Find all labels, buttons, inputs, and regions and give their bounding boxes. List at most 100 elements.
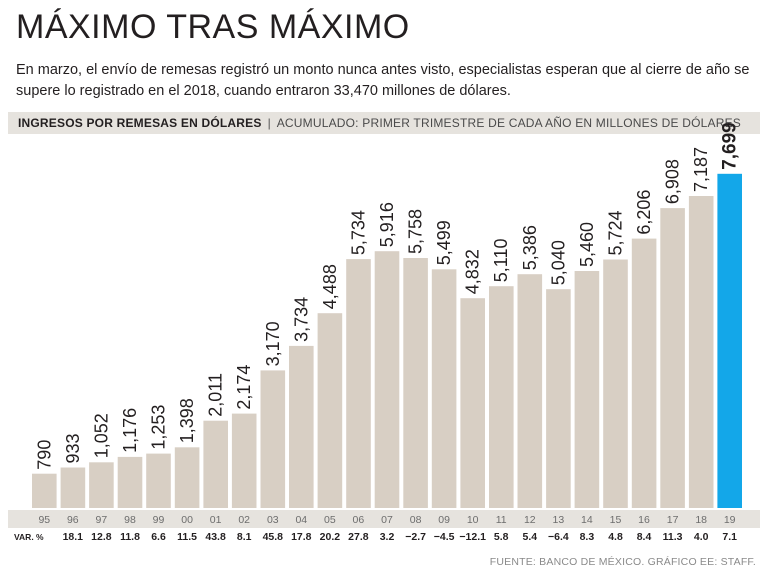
- var-pct-98: 11.8: [120, 531, 140, 543]
- value-label-09: 5,499: [434, 220, 454, 265]
- category-label-08: 08: [410, 514, 422, 526]
- bar-05: [317, 313, 343, 508]
- var-pct-14: 8.3: [580, 531, 595, 543]
- var-pct-label: VAR. %: [14, 532, 44, 542]
- value-label-01: 2,011: [206, 373, 226, 417]
- category-label-10: 10: [467, 514, 479, 526]
- bar-16: [631, 238, 657, 508]
- chart-subtitle: En marzo, el envío de remesas registró u…: [16, 62, 750, 99]
- value-label-00: 1,398: [177, 398, 197, 443]
- var-pct-07: 3.2: [380, 531, 395, 543]
- value-label-18: 7,187: [691, 147, 711, 192]
- category-label-16: 16: [638, 514, 650, 526]
- var-pct-15: 4.8: [608, 531, 623, 543]
- category-label-01: 01: [210, 514, 222, 526]
- category-label-13: 13: [553, 514, 565, 526]
- var-pct-13: −6.4: [548, 531, 569, 543]
- bar-12: [517, 274, 543, 508]
- var-pct-09: −4.5: [434, 531, 455, 543]
- bar-03: [260, 370, 286, 508]
- chart-title: MÁXIMO TRAS MÁXIMO: [16, 8, 410, 46]
- category-label-96: 96: [67, 514, 79, 526]
- bar-19: [717, 173, 742, 509]
- var-pct-01: 43.8: [205, 531, 226, 543]
- category-label-02: 02: [238, 514, 250, 526]
- value-label-10: 4,832: [463, 249, 483, 294]
- bar-04: [289, 345, 314, 508]
- value-label-07: 5,916: [377, 202, 397, 247]
- var-pct-08: −2.7: [405, 531, 426, 543]
- category-label-15: 15: [610, 514, 622, 526]
- var-pct-96: 18.1: [63, 531, 84, 543]
- section-description: ACUMULADO: PRIMER TRIMESTRE DE CADA AÑO …: [276, 116, 741, 130]
- bar-98: [117, 456, 143, 508]
- value-label-11: 5,110: [491, 238, 511, 282]
- bar-99: [146, 453, 171, 508]
- var-pct-04: 17.8: [291, 531, 312, 543]
- bar-13: [546, 289, 571, 508]
- value-label-96: 933: [63, 433, 83, 463]
- category-label-06: 06: [353, 514, 365, 526]
- category-label-04: 04: [295, 514, 307, 526]
- var-pct-00: 11.5: [177, 531, 197, 543]
- section-label: INGRESOS POR REMESAS EN DÓLARES: [18, 116, 262, 130]
- value-label-12: 5,386: [520, 225, 540, 270]
- var-pct-12: 5.4: [522, 531, 537, 543]
- category-label-17: 17: [667, 514, 679, 526]
- value-label-05: 4,488: [320, 264, 340, 309]
- value-label-13: 5,040: [548, 240, 568, 285]
- value-label-98: 1,176: [120, 408, 140, 453]
- category-label-98: 98: [124, 514, 136, 526]
- bar-09: [431, 269, 457, 508]
- category-label-07: 07: [381, 514, 393, 526]
- category-label-19: 19: [724, 514, 736, 526]
- bar-02: [231, 413, 257, 508]
- bar-14: [574, 271, 600, 508]
- bar-11: [489, 286, 514, 508]
- bar-96: [60, 467, 86, 508]
- category-label-11: 11: [496, 514, 507, 526]
- value-label-04: 3,734: [291, 297, 311, 342]
- source-note: FUENTE: BANCO DE MÉXICO. GRÁFICO EE: STA…: [489, 556, 756, 568]
- bar-18: [688, 196, 714, 508]
- category-label-95: 95: [38, 514, 50, 526]
- value-label-16: 6,206: [634, 190, 654, 235]
- var-pct-05: 20.2: [320, 531, 341, 543]
- bar-08: [403, 258, 428, 508]
- var-pct-97: 12.8: [91, 531, 112, 543]
- var-pct-99: 6.6: [151, 531, 166, 543]
- value-label-95: 790: [34, 440, 54, 470]
- bar-06: [346, 259, 371, 508]
- value-label-15: 5,724: [606, 210, 626, 255]
- category-label-14: 14: [581, 514, 593, 526]
- value-label-19: 7,699: [720, 122, 741, 170]
- category-label-18: 18: [695, 514, 707, 526]
- value-label-03: 3,170: [263, 321, 283, 366]
- value-label-99: 1,253: [149, 405, 169, 450]
- var-pct-03: 45.8: [263, 531, 284, 543]
- category-label-12: 12: [524, 514, 536, 526]
- category-label-97: 97: [96, 514, 108, 526]
- value-label-08: 5,758: [406, 209, 426, 254]
- bar-01: [203, 420, 228, 508]
- section-separator: |: [267, 116, 271, 130]
- bar-15: [603, 259, 628, 508]
- bar-97: [89, 462, 114, 508]
- category-label-09: 09: [438, 514, 450, 526]
- section-header: INGRESOS POR REMESAS EN DÓLARES | ACUMUL…: [8, 112, 760, 134]
- category-label-99: 99: [153, 514, 165, 526]
- value-label-02: 2,174: [234, 365, 254, 410]
- value-label-17: 6,908: [663, 159, 683, 204]
- var-pct-18: 4.0: [694, 531, 709, 543]
- bar-10: [460, 298, 485, 508]
- var-pct-11: 5.8: [494, 531, 509, 543]
- category-label-00: 00: [181, 514, 193, 526]
- var-pct-19: 7.1: [722, 531, 737, 543]
- category-axis-band: [8, 510, 760, 528]
- bar-95: [32, 473, 57, 508]
- var-pct-17: 11.3: [663, 531, 683, 543]
- value-label-06: 5,734: [348, 210, 368, 255]
- bar-00: [174, 447, 200, 508]
- category-label-05: 05: [324, 514, 336, 526]
- var-pct-16: 8.4: [637, 531, 652, 543]
